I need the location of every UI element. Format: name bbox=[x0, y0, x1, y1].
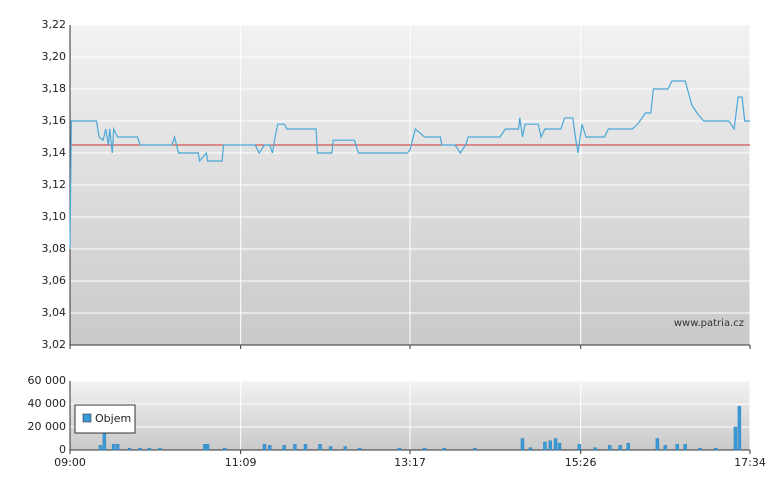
y-tick-label: 3,04 bbox=[42, 306, 67, 319]
y-tick-label: 3,10 bbox=[42, 210, 67, 223]
volume-bar bbox=[127, 448, 132, 451]
volume-bar bbox=[138, 448, 142, 451]
volume-bar bbox=[655, 438, 660, 451]
volume-bar bbox=[593, 447, 597, 451]
y-tick-label: 20 000 bbox=[28, 420, 67, 433]
volume-bar bbox=[223, 448, 227, 451]
volume-bar bbox=[528, 447, 533, 451]
volume-bar bbox=[147, 448, 152, 451]
volume-bar bbox=[683, 444, 687, 451]
y-tick-label: 3,12 bbox=[42, 178, 67, 191]
volume-bar bbox=[473, 448, 477, 451]
volume-bar bbox=[663, 445, 668, 451]
y-tick-label: 3,18 bbox=[42, 82, 67, 95]
volume-bar bbox=[713, 448, 718, 451]
volume-bar bbox=[733, 426, 738, 451]
volume-bar bbox=[328, 446, 333, 451]
y-tick-label: 0 bbox=[59, 443, 66, 456]
volume-bar bbox=[553, 438, 558, 451]
volume-bar bbox=[358, 448, 362, 451]
volume-bar bbox=[158, 448, 162, 451]
volume-bar bbox=[548, 440, 552, 451]
volume-bar bbox=[268, 445, 272, 451]
volume-bar bbox=[98, 445, 103, 451]
volume-bar bbox=[737, 406, 742, 451]
y-tick-label: 40 000 bbox=[28, 397, 67, 410]
y-tick-label: 60 000 bbox=[28, 374, 67, 387]
y-tick-label: 3,20 bbox=[42, 50, 67, 63]
y-tick-label: 3,22 bbox=[42, 18, 67, 31]
volume-bar bbox=[442, 448, 447, 451]
y-tick-label: 3,16 bbox=[42, 114, 67, 127]
volume-bar bbox=[520, 438, 525, 451]
volume-bar bbox=[608, 445, 612, 451]
volume-bar bbox=[111, 444, 116, 451]
y-tick-label: 3,06 bbox=[42, 274, 67, 287]
x-tick-label: 09:00 bbox=[54, 456, 86, 469]
volume-bar bbox=[397, 448, 402, 451]
x-tick-label: 17:34 bbox=[734, 456, 766, 469]
legend-swatch bbox=[82, 413, 92, 423]
volume-bar bbox=[557, 442, 562, 451]
y-tick-label: 3,08 bbox=[42, 242, 67, 255]
volume-bar bbox=[618, 445, 623, 451]
volume-bar bbox=[675, 444, 679, 451]
volume-bar bbox=[205, 444, 210, 451]
volume-bar bbox=[115, 444, 120, 451]
volume-bar bbox=[293, 444, 297, 451]
volume-bar bbox=[543, 441, 547, 451]
price-line bbox=[69, 80, 750, 250]
legend-label: Objem bbox=[95, 412, 131, 425]
volume-bar bbox=[318, 444, 322, 451]
volume-bar bbox=[626, 442, 630, 451]
y-tick-label: 3,14 bbox=[42, 146, 67, 159]
volume-bar bbox=[303, 444, 308, 451]
x-tick-label: 11:09 bbox=[225, 456, 257, 469]
volume-bar bbox=[282, 445, 287, 451]
volume-bar bbox=[577, 444, 582, 451]
volume-bar bbox=[343, 446, 347, 451]
x-tick-label: 15:26 bbox=[565, 456, 597, 469]
volume-bar bbox=[422, 448, 427, 451]
y-tick-label: 3,02 bbox=[42, 338, 67, 351]
volume-bar bbox=[698, 448, 702, 451]
watermark: www.patria.cz bbox=[674, 318, 744, 329]
x-tick-label: 13:17 bbox=[394, 456, 426, 469]
volume-bar bbox=[262, 444, 267, 451]
